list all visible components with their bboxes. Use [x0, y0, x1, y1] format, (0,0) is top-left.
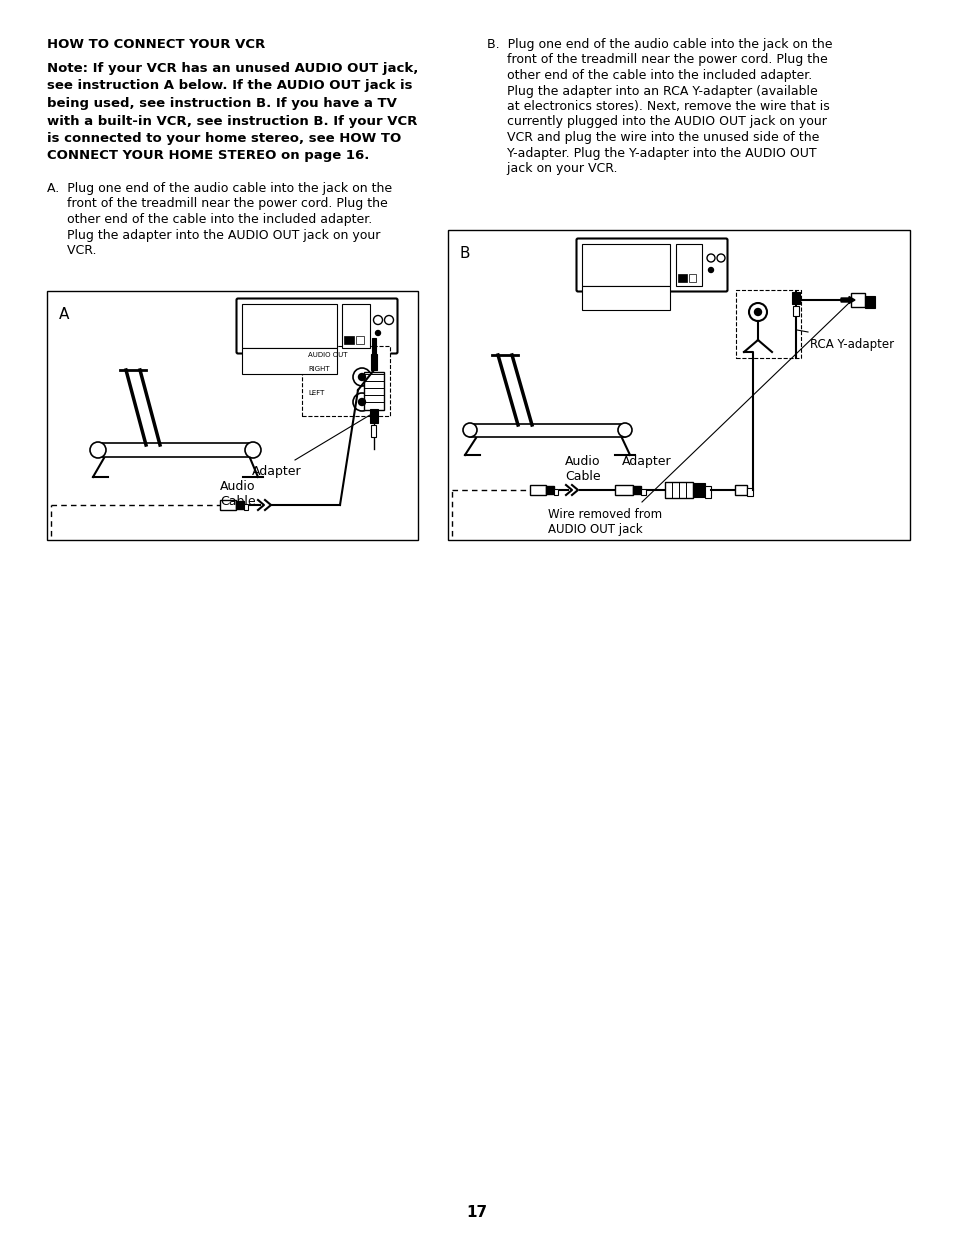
Bar	[615, 485, 633, 495]
Text: at electronics stores). Next, remove the wire that is: at electronics stores). Next, remove the…	[486, 100, 829, 112]
Bar	[581, 287, 669, 310]
Bar	[344, 336, 354, 345]
Bar	[640, 489, 645, 495]
Bar	[244, 504, 248, 510]
Text: Plug the adapter into an RCA Y-adapter (available: Plug the adapter into an RCA Y-adapter (…	[486, 84, 817, 98]
FancyBboxPatch shape	[236, 299, 397, 353]
Bar	[364, 372, 384, 410]
Bar	[371, 425, 376, 437]
Bar	[554, 489, 558, 495]
Bar	[371, 354, 376, 370]
Bar	[372, 338, 375, 354]
Text: Adapter: Adapter	[621, 454, 671, 468]
Circle shape	[384, 315, 393, 325]
Circle shape	[353, 368, 371, 387]
Bar	[664, 482, 692, 498]
Text: Y-adapter. Plug the Y-adapter into the AUDIO OUT: Y-adapter. Plug the Y-adapter into the A…	[486, 147, 816, 159]
Text: A.  Plug one end of the audio cable into the jack on the: A. Plug one end of the audio cable into …	[47, 182, 392, 195]
Text: Plug the adapter into the AUDIO OUT jack on your: Plug the adapter into the AUDIO OUT jack…	[47, 228, 380, 242]
Circle shape	[618, 424, 631, 437]
Bar	[448, 230, 909, 540]
Bar	[633, 487, 640, 494]
Bar	[735, 290, 801, 358]
Bar	[676, 245, 701, 287]
Circle shape	[245, 442, 261, 458]
Text: front of the treadmill near the power cord. Plug the: front of the treadmill near the power co…	[47, 198, 387, 210]
FancyArrow shape	[841, 296, 854, 304]
Bar	[98, 443, 253, 457]
Bar	[581, 245, 669, 287]
Bar	[704, 487, 710, 498]
Circle shape	[462, 424, 476, 437]
Text: is connected to your home stereo, see HOW TO: is connected to your home stereo, see HO…	[47, 132, 401, 144]
Bar	[341, 304, 370, 348]
Circle shape	[375, 331, 380, 336]
Bar	[792, 306, 799, 316]
Text: currently plugged into the AUDIO OUT jack on your: currently plugged into the AUDIO OUT jac…	[486, 116, 826, 128]
Text: HOW TO CONNECT YOUR VCR: HOW TO CONNECT YOUR VCR	[47, 38, 265, 51]
Text: see instruction A below. If the AUDIO OUT jack is: see instruction A below. If the AUDIO OU…	[47, 79, 412, 93]
Bar	[678, 274, 686, 282]
Text: AUDIO OUT: AUDIO OUT	[308, 352, 347, 358]
Text: Audio
Cable: Audio Cable	[564, 454, 600, 483]
Text: CONNECT YOUR HOME STEREO on page 16.: CONNECT YOUR HOME STEREO on page 16.	[47, 149, 369, 163]
Bar	[370, 409, 377, 424]
Bar	[734, 485, 746, 495]
Circle shape	[90, 442, 106, 458]
Text: other end of the cable into the included adapter.: other end of the cable into the included…	[47, 212, 372, 226]
Bar	[545, 487, 554, 494]
Bar	[850, 293, 864, 308]
Circle shape	[706, 254, 714, 262]
Text: LEFT: LEFT	[308, 390, 324, 396]
Circle shape	[353, 393, 371, 411]
Circle shape	[358, 373, 365, 380]
Text: Wire removed from
AUDIO OUT jack: Wire removed from AUDIO OUT jack	[547, 508, 661, 536]
Text: front of the treadmill near the power cord. Plug the: front of the treadmill near the power co…	[486, 53, 827, 67]
Text: jack on your VCR.: jack on your VCR.	[486, 162, 617, 175]
Bar	[692, 483, 704, 496]
Text: B: B	[459, 246, 470, 261]
Text: A: A	[59, 308, 70, 322]
Circle shape	[358, 399, 365, 405]
Bar	[235, 501, 244, 509]
Text: Note: If your VCR has an unused AUDIO OUT jack,: Note: If your VCR has an unused AUDIO OU…	[47, 62, 418, 75]
Bar	[864, 296, 874, 308]
Bar	[220, 500, 235, 510]
Circle shape	[717, 254, 724, 262]
Bar	[242, 304, 336, 348]
Text: VCR and plug the wire into the unused side of the: VCR and plug the wire into the unused si…	[486, 131, 819, 144]
Bar	[302, 346, 390, 416]
Circle shape	[748, 303, 766, 321]
Text: VCR.: VCR.	[47, 245, 96, 257]
Text: Audio
Cable: Audio Cable	[220, 480, 255, 508]
Bar	[688, 274, 696, 282]
Bar	[530, 485, 545, 495]
Bar	[791, 291, 800, 304]
Text: RIGHT: RIGHT	[308, 366, 330, 372]
Circle shape	[754, 309, 760, 315]
Text: Adapter: Adapter	[252, 466, 301, 478]
Bar	[47, 291, 417, 540]
Text: B.  Plug one end of the audio cable into the jack on the: B. Plug one end of the audio cable into …	[486, 38, 832, 51]
Circle shape	[374, 315, 382, 325]
Text: being used, see instruction B. If you have a TV: being used, see instruction B. If you ha…	[47, 98, 396, 110]
Bar	[470, 424, 624, 437]
Text: 17: 17	[466, 1205, 487, 1220]
FancyBboxPatch shape	[576, 238, 727, 291]
Bar	[242, 348, 336, 374]
Circle shape	[708, 268, 713, 273]
Bar	[746, 488, 752, 496]
Text: other end of the cable into the included adapter.: other end of the cable into the included…	[486, 69, 811, 82]
Text: RCA Y-adapter: RCA Y-adapter	[809, 338, 893, 351]
Text: with a built-in VCR, see instruction B. If your VCR: with a built-in VCR, see instruction B. …	[47, 115, 417, 127]
Bar	[355, 336, 364, 345]
